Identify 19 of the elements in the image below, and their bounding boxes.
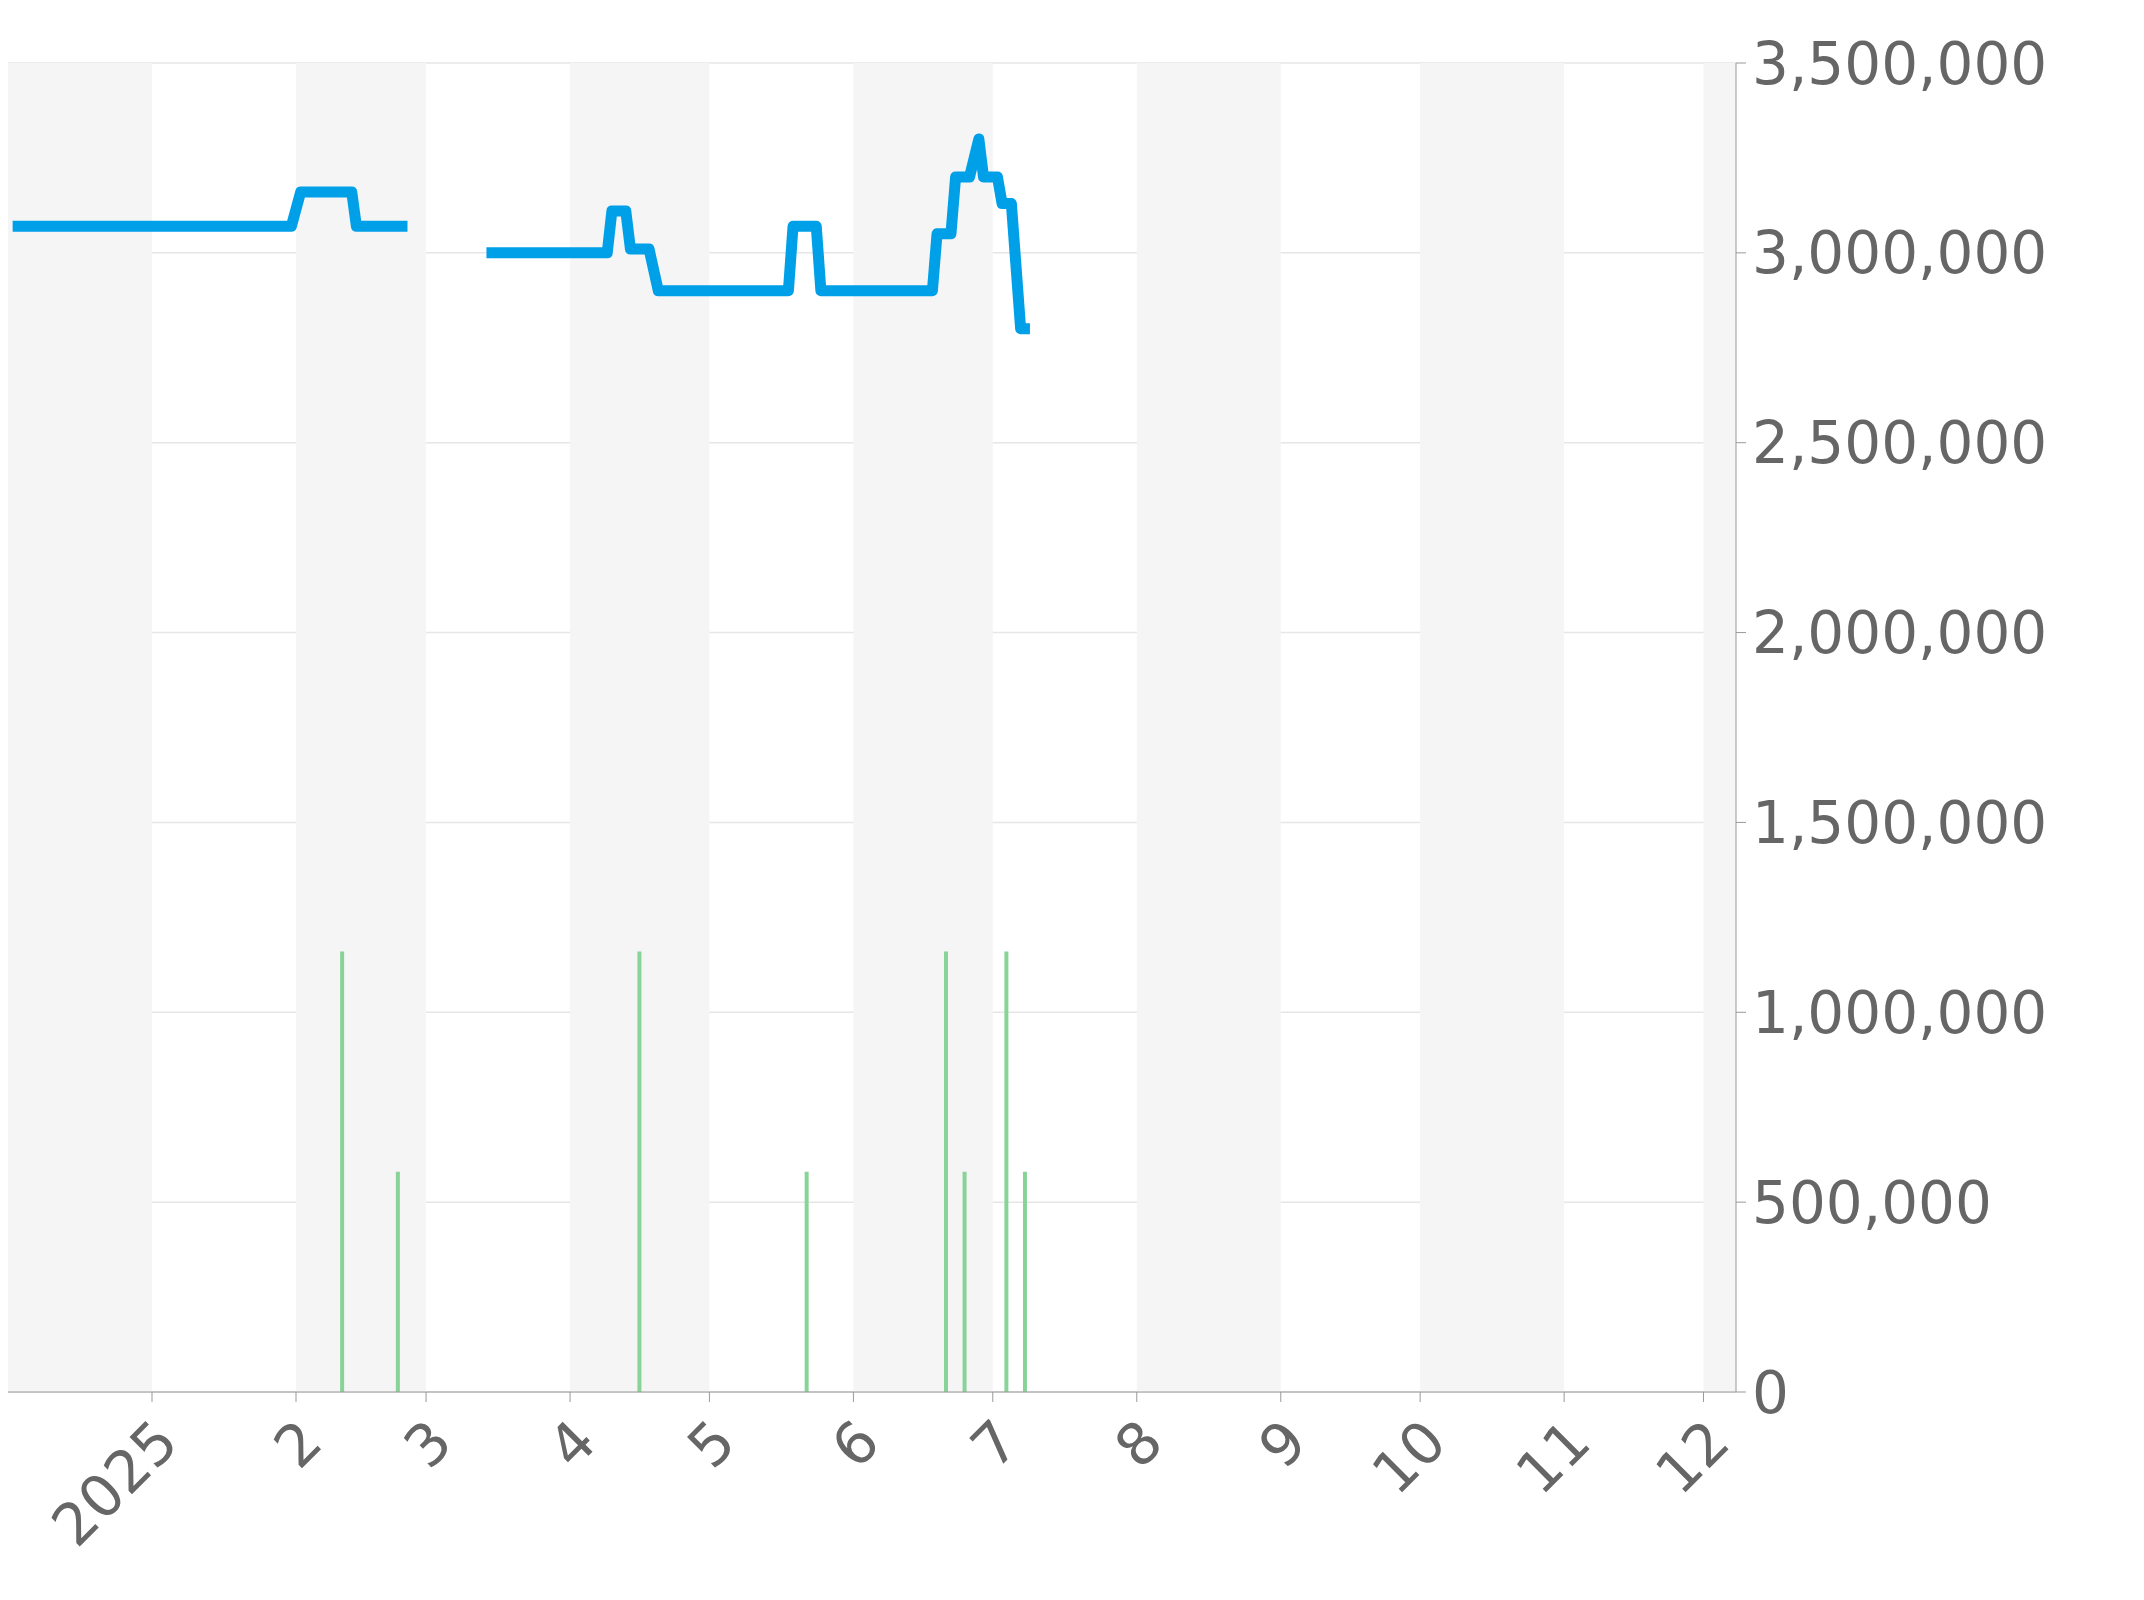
x-tick-label: 6 bbox=[818, 1406, 893, 1482]
x-tick-label: 4 bbox=[534, 1406, 610, 1482]
y-tick-label: 3,500,000 bbox=[1752, 29, 2048, 98]
x-tick-label: 9 bbox=[1245, 1406, 1320, 1482]
x-tick-label: 10 bbox=[1358, 1406, 1460, 1508]
x-tick-label: 5 bbox=[674, 1406, 749, 1482]
y-tick-label: 2,000,000 bbox=[1752, 599, 2048, 668]
y-tick-label: 1,000,000 bbox=[1752, 978, 2048, 1047]
x-tick-label: 8 bbox=[1101, 1406, 1176, 1482]
y-tick-label: 1,500,000 bbox=[1752, 789, 2048, 858]
x-tick-label: 12 bbox=[1642, 1406, 1743, 1508]
y-tick-label: 3,000,000 bbox=[1752, 219, 2048, 288]
x-tick-label: 2 bbox=[260, 1406, 336, 1482]
x-tick-label: 3 bbox=[390, 1406, 466, 1482]
y-tick-label: 0 bbox=[1752, 1358, 1789, 1427]
x-tick-label: 11 bbox=[1502, 1406, 1604, 1508]
x-tick-label: 7 bbox=[957, 1406, 1032, 1482]
y-tick-label: 2,500,000 bbox=[1752, 409, 2048, 478]
y-tick-label: 500,000 bbox=[1752, 1168, 1992, 1237]
